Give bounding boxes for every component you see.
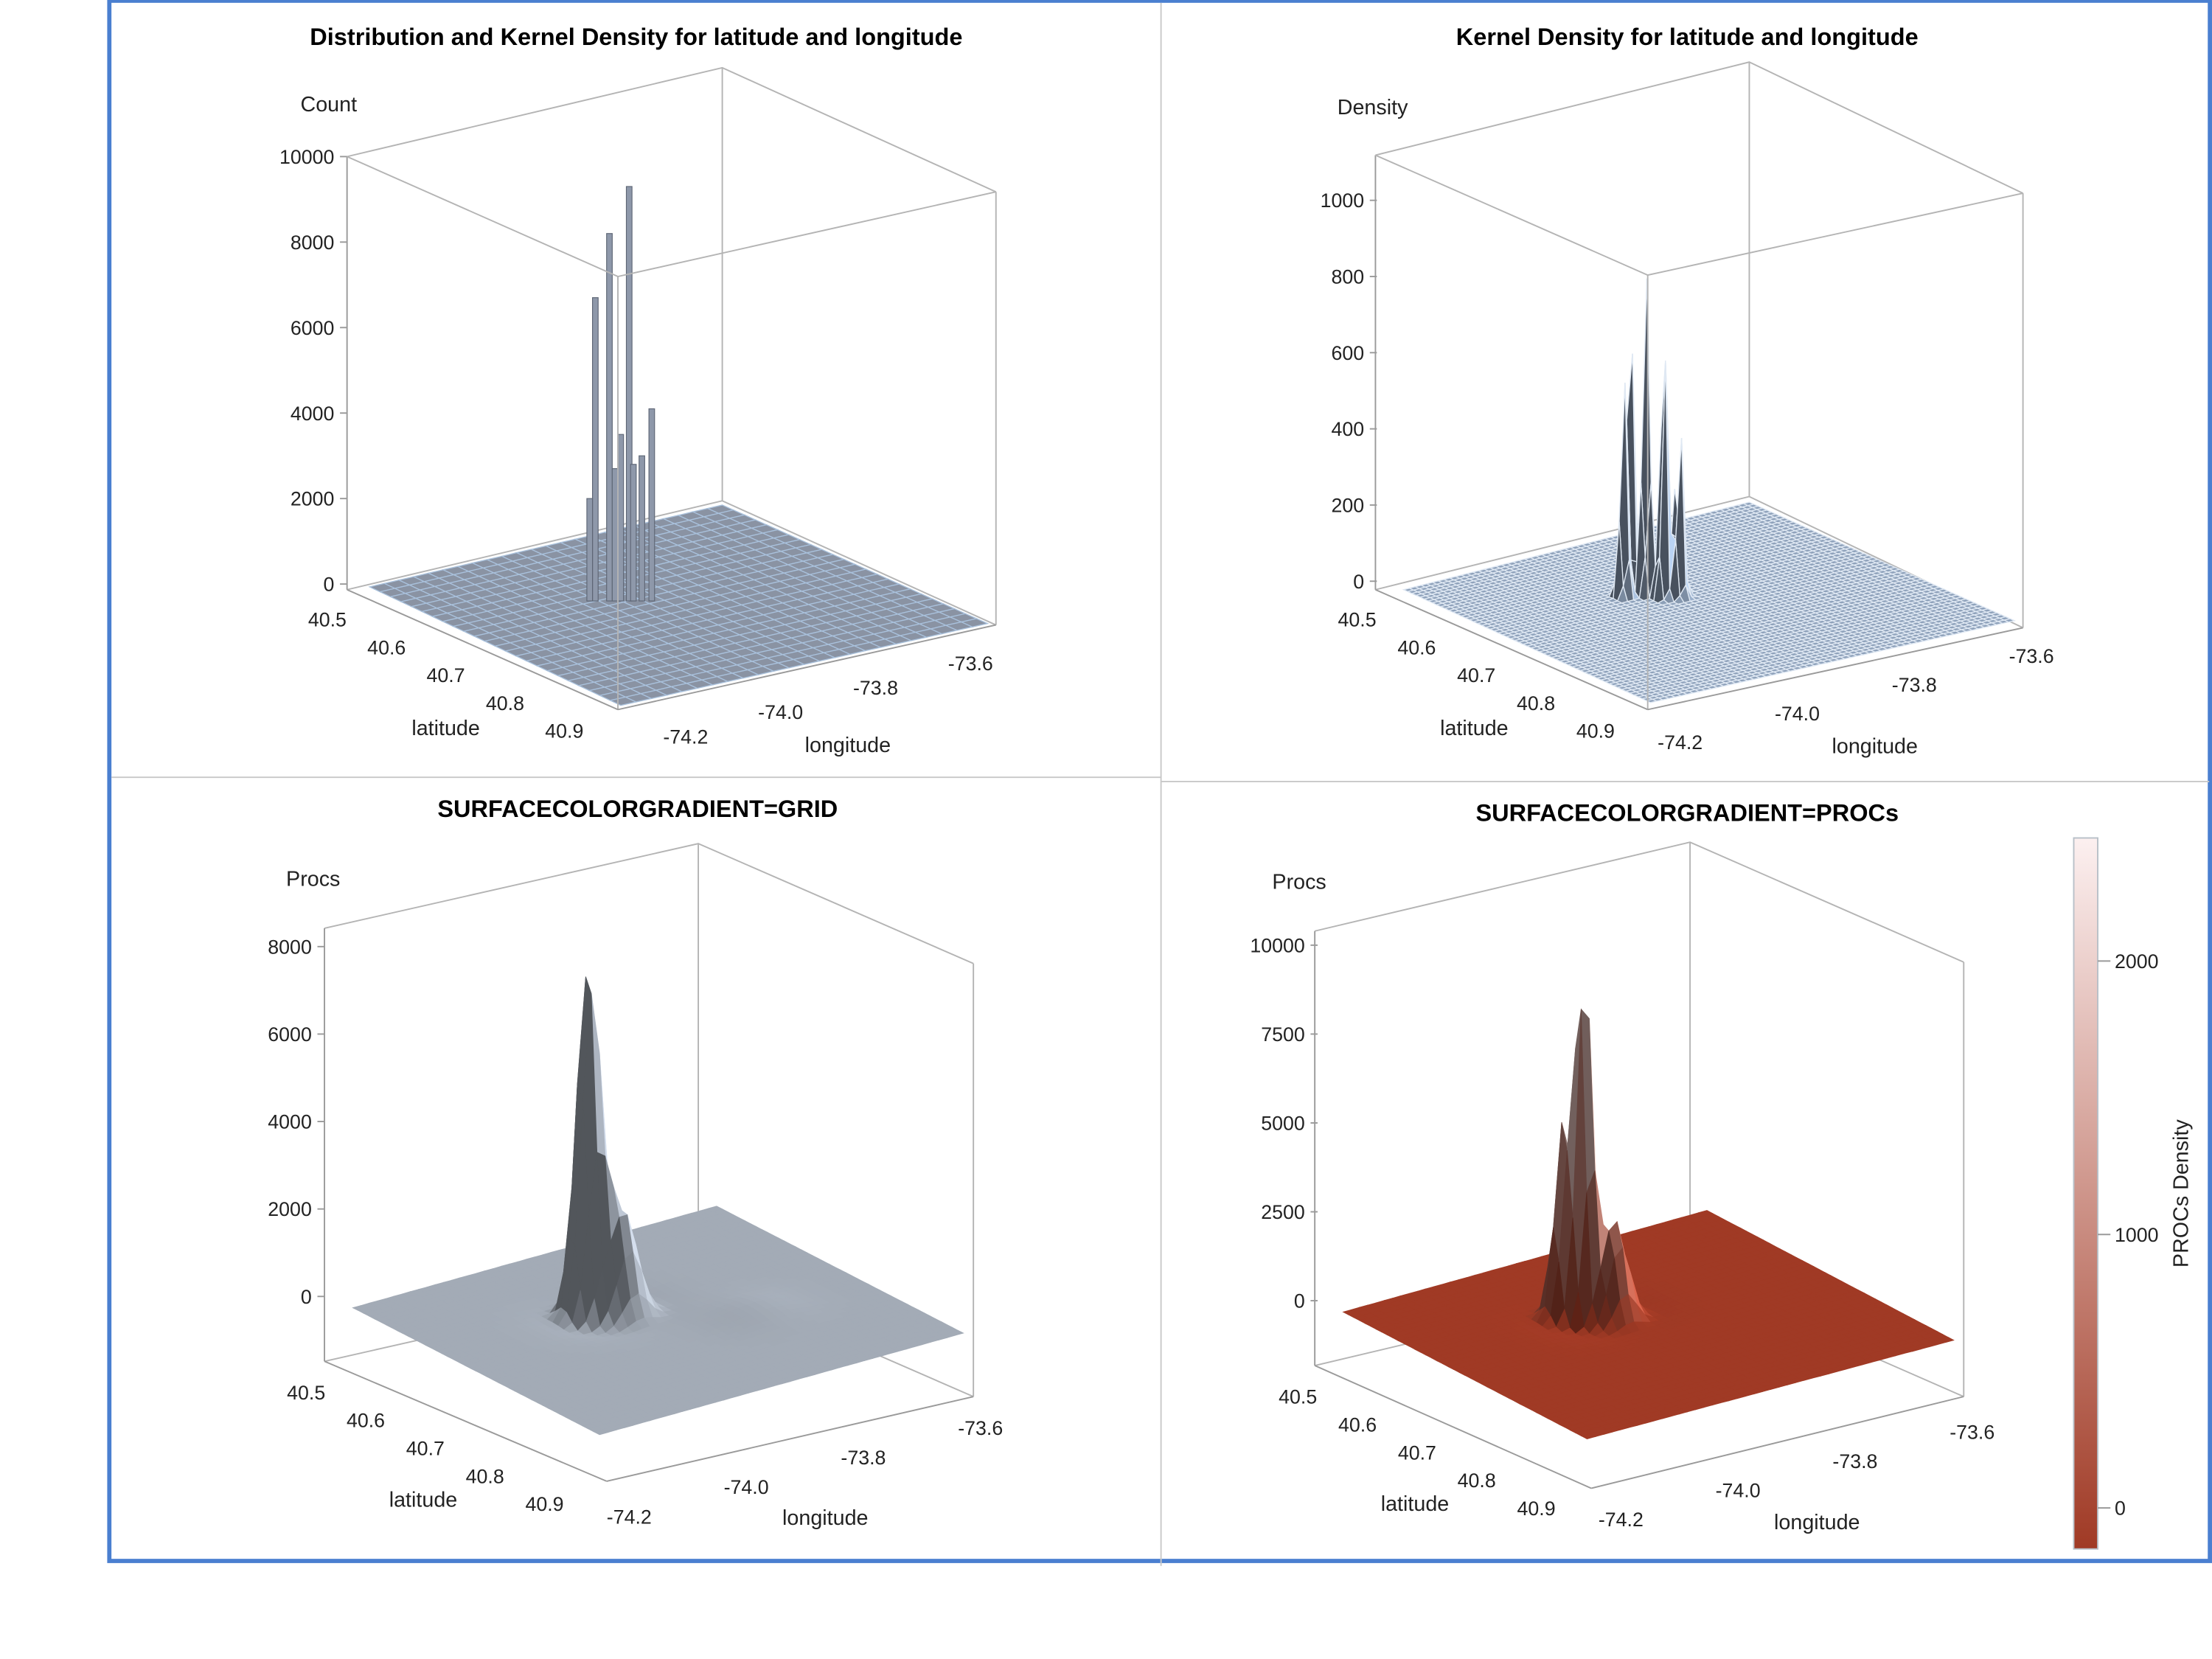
longitude-tick-label: -73.8 bbox=[853, 677, 898, 699]
count-bar bbox=[630, 464, 637, 602]
latitude-tick-label: 40.8 bbox=[1517, 692, 1555, 714]
latitude-tick-label: 40.9 bbox=[545, 720, 583, 742]
longitude-axis-line bbox=[617, 624, 996, 711]
latitude-tick-label: 40.6 bbox=[1397, 636, 1436, 658]
box-back-top-edges bbox=[347, 66, 997, 193]
count-bar bbox=[639, 455, 645, 602]
longitude-tick-label: -73.6 bbox=[2009, 645, 2054, 667]
z-tick-label: 0 bbox=[301, 1286, 312, 1308]
latitude-axis-line bbox=[347, 588, 619, 711]
box-front-top-edges bbox=[1375, 154, 2023, 276]
z-tick-label: 10000 bbox=[279, 146, 334, 168]
count-bar bbox=[617, 434, 625, 602]
longitude-axis-label: longitude bbox=[805, 734, 891, 757]
z-tick-label: 2000 bbox=[268, 1198, 312, 1220]
longitude-tick-label: -74.2 bbox=[663, 726, 708, 748]
latitude-tick-label: 40.6 bbox=[367, 636, 406, 658]
chart-panel-2: Kernel Density for latitude and longitud… bbox=[1321, 24, 2054, 758]
latitude-axis-label: latitude bbox=[1440, 717, 1509, 740]
z-tick-label: 0 bbox=[1353, 571, 1364, 593]
z-tick-label: 0 bbox=[324, 574, 335, 596]
z-tick-label: 1000 bbox=[1321, 189, 1365, 212]
z-tick-label: 4000 bbox=[291, 403, 335, 425]
chart-title: Distribution and Kernel Density for lati… bbox=[310, 24, 962, 50]
longitude-tick-label: -73.8 bbox=[1892, 674, 1937, 696]
z-tick-label: 6000 bbox=[291, 317, 335, 339]
z-tick-label: 8000 bbox=[268, 936, 312, 958]
box-front-top-edges bbox=[347, 156, 996, 278]
z-axis-label: Density bbox=[1338, 96, 1408, 119]
z-tick-label: 4000 bbox=[268, 1111, 312, 1133]
latitude-tick-label: 40.5 bbox=[1338, 608, 1377, 630]
z-tick-label: 6000 bbox=[268, 1023, 312, 1046]
longitude-axis-label: longitude bbox=[1832, 735, 1918, 759]
latitude-tick-label: 40.7 bbox=[1457, 664, 1495, 686]
longitude-tick-label: -74.0 bbox=[758, 701, 803, 723]
count-bar bbox=[611, 467, 619, 602]
latitude-tick-label: 40.5 bbox=[308, 608, 347, 630]
longitude-tick-label: -74.0 bbox=[1775, 703, 1820, 725]
z-tick-label: 800 bbox=[1331, 266, 1364, 288]
latitude-tick-label: 40.7 bbox=[427, 664, 465, 686]
latitude-tick-label: 40.9 bbox=[1576, 720, 1615, 742]
z-tick-label: 600 bbox=[1331, 342, 1364, 364]
chart-panel-1: Distribution and Kernel Density for lati… bbox=[279, 24, 997, 757]
chart-title: SURFACECOLORGRADIENT=GRID bbox=[437, 796, 838, 822]
surface bbox=[352, 976, 964, 1436]
frame bbox=[107, 0, 2212, 1563]
longitude-tick-label: -73.6 bbox=[948, 653, 993, 675]
count-bar bbox=[606, 233, 613, 602]
latitude-axis-label: latitude bbox=[411, 717, 480, 740]
chart-title: Kernel Density for latitude and longitud… bbox=[1456, 24, 1919, 50]
chart-panel-3: SURFACECOLORGRADIENT=GRID 0 2000 4000 6000 80… bbox=[268, 796, 1003, 1530]
box-back-top-edges bbox=[1375, 61, 2024, 194]
count-bar bbox=[648, 408, 655, 602]
count-bar bbox=[625, 186, 633, 602]
latitude-tick-label: 40.8 bbox=[486, 692, 524, 714]
box-back-top-edges bbox=[324, 843, 974, 964]
z-axis-label: Count bbox=[301, 93, 358, 116]
count-bar bbox=[591, 297, 599, 602]
z-tick-label: 200 bbox=[1331, 495, 1364, 517]
surface bbox=[1402, 278, 2017, 703]
longitude-tick-label: -74.2 bbox=[1658, 731, 1703, 754]
z-tick-label: 2000 bbox=[291, 488, 335, 510]
z-tick-label: 400 bbox=[1331, 418, 1364, 440]
count-bar bbox=[586, 498, 594, 602]
z-tick-label: 8000 bbox=[291, 232, 335, 254]
